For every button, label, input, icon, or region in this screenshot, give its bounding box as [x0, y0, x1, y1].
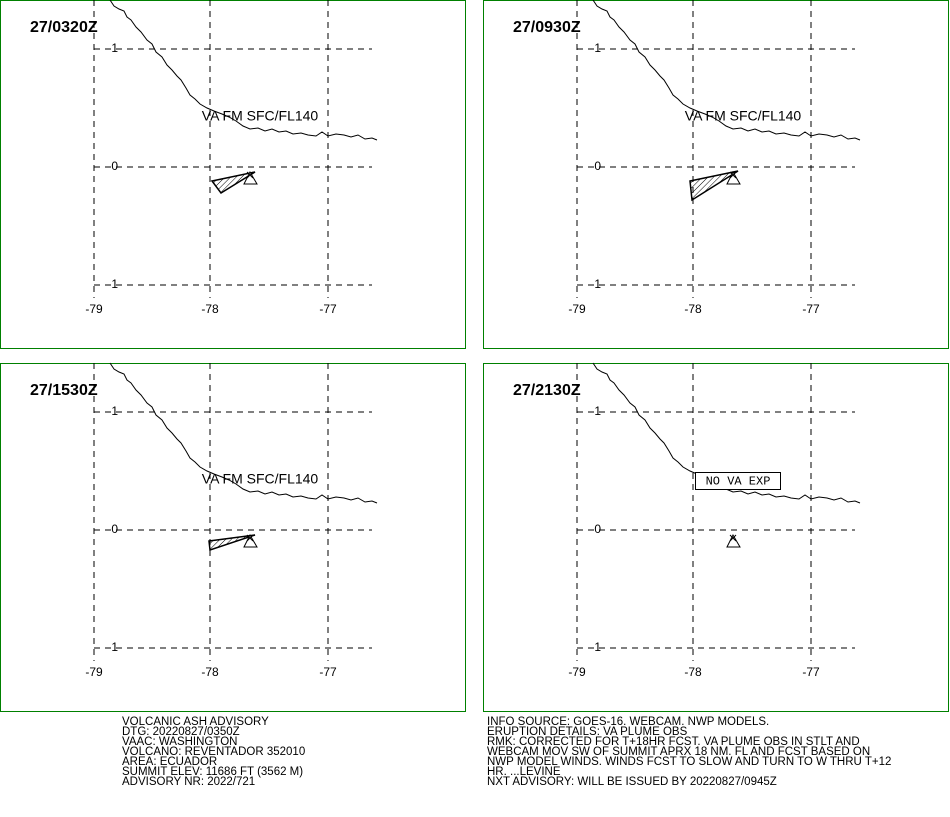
- lat-label: 1: [594, 41, 601, 55]
- lon-label: -79: [568, 665, 586, 679]
- lon-label: -78: [201, 302, 219, 316]
- advisory-line: WEBCAM MOV SW OF SUMMIT APRX 18 NM. FL A…: [487, 746, 870, 758]
- ash-plume: [210, 171, 256, 194]
- advisory-line: ERUPTION DETAILS: VA PLUME OBS: [487, 726, 688, 738]
- valid-time: 27/0930Z: [513, 19, 581, 36]
- valid-time: 27/1530Z: [30, 382, 98, 399]
- advisory-line: HR. ...LEVINE: [487, 766, 561, 778]
- lat-label: 0: [594, 159, 601, 173]
- lat-label: 0: [111, 522, 118, 536]
- ash-plume: [689, 170, 739, 202]
- annotation-box: [695, 472, 781, 490]
- lon-label: -79: [85, 665, 103, 679]
- advisory-line: DTG: 20220827/0350Z: [122, 726, 240, 738]
- lat-label: 0: [594, 522, 601, 536]
- panel-border: [0, 0, 466, 349]
- valid-time: 27/2130Z: [513, 382, 581, 399]
- lon-label: -77: [802, 302, 820, 316]
- advisory-line: AREA: ECUADOR: [122, 756, 217, 768]
- volcano-mark: [729, 534, 737, 542]
- valid-time: 27/0320Z: [30, 19, 98, 36]
- lat-label: 1: [594, 404, 601, 418]
- volcano-mark: [729, 171, 737, 179]
- lon-label: -78: [684, 665, 702, 679]
- lon-label: -78: [201, 665, 219, 679]
- lon-label: -77: [319, 665, 337, 679]
- advisory-line: ADVISORY NR: 2022/721: [122, 776, 255, 788]
- lat-label: 1: [111, 41, 118, 55]
- volcano-mark: [246, 534, 254, 542]
- lon-label: -78: [684, 302, 702, 316]
- advisory-line: NXT ADVISORY: WILL BE ISSUED BY 20220827…: [487, 776, 777, 788]
- plume-annotation: VA FM SFC/FL140: [202, 108, 319, 124]
- advisory-line: NWP MODEL WINDS. WINDS FCST TO SLOW AND …: [487, 756, 891, 768]
- map-panel: -79 -78 -77 1 0 -1 27/2130Z NO VA EXP: [483, 362, 949, 712]
- map-panel: -79 -78 -77 1 0 -1 27/0930Z VA FM SFC/FL140: [483, 0, 949, 349]
- plume-annotation: VA FM SFC/FL140: [202, 471, 319, 487]
- advisory-line: SUMMIT ELEV: 11686 FT (3562 M): [122, 766, 303, 778]
- lon-label: -79: [85, 302, 103, 316]
- panel-border: [483, 363, 949, 712]
- lat-label: 0: [111, 159, 118, 173]
- lat-label: -1: [107, 277, 118, 291]
- advisory-line: RMK: CORRECTED FOR T+18HR FCST. VA PLUME…: [487, 736, 860, 748]
- coastline: [592, 0, 861, 141]
- advisory-line: INFO SOURCE: GOES-16. WEBCAM. NWP MODELS…: [487, 716, 769, 728]
- ash-plume: [208, 534, 256, 552]
- panel-border: [0, 363, 466, 712]
- lat-label: -1: [107, 640, 118, 654]
- advisory-line: VOLCANO: REVENTADOR 352010: [122, 746, 305, 758]
- coastline: [109, 0, 378, 141]
- advisory-line: VAAC: WASHINGTON: [122, 736, 237, 748]
- map-panel: -79 -78 -77 1 0 -1 27/1530Z VA FM SFC/FL140: [0, 362, 466, 712]
- plume-annotation: NO VA EXP: [706, 475, 771, 489]
- volcano-mark: [246, 171, 254, 179]
- lon-label: -79: [568, 302, 586, 316]
- lat-label: -1: [590, 277, 601, 291]
- lat-label: 1: [111, 404, 118, 418]
- lon-label: -77: [319, 302, 337, 316]
- map-panel: -79 -78 -77 1 0 -1 27/0320Z VA FM SFC/FL140: [0, 0, 466, 349]
- plume-annotation: VA FM SFC/FL140: [685, 108, 802, 124]
- lon-label: -77: [802, 665, 820, 679]
- lat-label: -1: [590, 640, 601, 654]
- coastline: [109, 362, 378, 504]
- panel-border: [483, 0, 949, 349]
- advisory-line: VOLCANIC ASH ADVISORY: [122, 716, 269, 728]
